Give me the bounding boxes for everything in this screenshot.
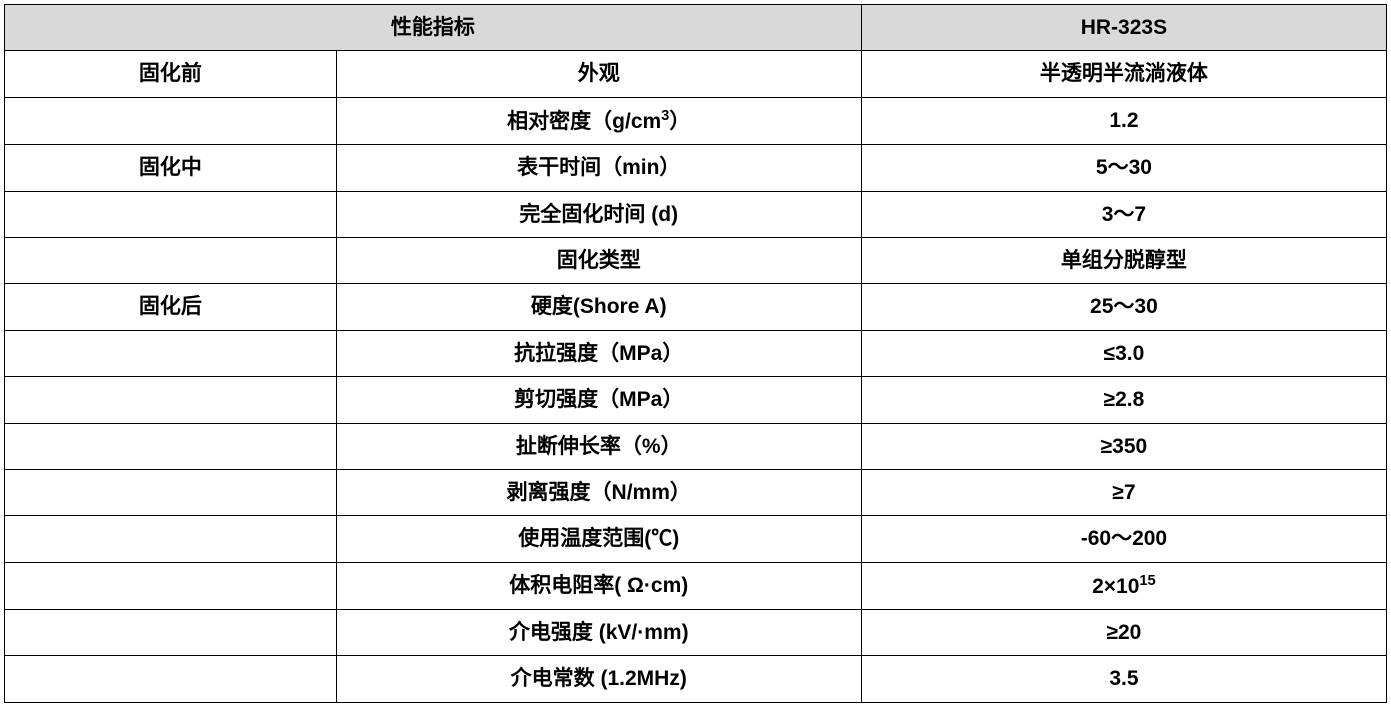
table-row: 使用温度范围(℃)-60～200 — [5, 516, 1387, 562]
cell-stage — [5, 97, 337, 144]
cell-value: ≥20 — [861, 610, 1386, 656]
cell-param: 扯断伸长率（%） — [336, 423, 861, 469]
cell-stage — [5, 562, 337, 609]
cell-param: 剥离强度（N/mm） — [336, 469, 861, 515]
cell-value: ≤3.0 — [861, 330, 1386, 376]
cell-stage — [5, 191, 337, 237]
table-row: 扯断伸长率（%）≥350 — [5, 423, 1387, 469]
cell-stage — [5, 423, 337, 469]
table-body: 固化前外观半透明半流淌液体相对密度（g/cm3）1.2固化中表干时间（min）5… — [5, 51, 1387, 702]
cell-stage — [5, 237, 337, 283]
cell-stage — [5, 330, 337, 376]
cell-param: 相对密度（g/cm3） — [336, 97, 861, 144]
table-row: 介电强度 (kV/·mm)≥20 — [5, 610, 1387, 656]
cell-value: 3～7 — [861, 191, 1386, 237]
cell-value: 5～30 — [861, 145, 1386, 191]
cell-param: 表干时间（min） — [336, 145, 861, 191]
header-param: 性能指标 — [5, 5, 862, 51]
cell-stage — [5, 469, 337, 515]
cell-stage — [5, 516, 337, 562]
table-row: 完全固化时间 (d)3～7 — [5, 191, 1387, 237]
cell-value: 1.2 — [861, 97, 1386, 144]
table-row: 相对密度（g/cm3）1.2 — [5, 97, 1387, 144]
cell-stage — [5, 610, 337, 656]
table-row: 体积电阻率( Ω·cm)2×1015 — [5, 562, 1387, 609]
cell-stage: 固化中 — [5, 145, 337, 191]
cell-stage: 固化后 — [5, 284, 337, 330]
cell-value: ≥2.8 — [861, 377, 1386, 423]
table-row: 固化中表干时间（min）5～30 — [5, 145, 1387, 191]
cell-stage: 固化前 — [5, 51, 337, 97]
cell-value: -60～200 — [861, 516, 1386, 562]
cell-param: 固化类型 — [336, 237, 861, 283]
cell-param: 介电强度 (kV/·mm) — [336, 610, 861, 656]
cell-param: 外观 — [336, 51, 861, 97]
table-row: 固化前外观半透明半流淌液体 — [5, 51, 1387, 97]
cell-param: 使用温度范围(℃) — [336, 516, 861, 562]
cell-value: 3.5 — [861, 656, 1386, 702]
table-row: 剪切强度（MPa）≥2.8 — [5, 377, 1387, 423]
cell-stage — [5, 656, 337, 702]
table-row: 固化后硬度(Shore A)25～30 — [5, 284, 1387, 330]
cell-param: 体积电阻率( Ω·cm) — [336, 562, 861, 609]
cell-value: 2×1015 — [861, 562, 1386, 609]
table-row: 剥离强度（N/mm）≥7 — [5, 469, 1387, 515]
table-row: 介电常数 (1.2MHz)3.5 — [5, 656, 1387, 702]
cell-value: ≥350 — [861, 423, 1386, 469]
cell-value: 半透明半流淌液体 — [861, 51, 1386, 97]
cell-param: 硬度(Shore A) — [336, 284, 861, 330]
cell-value: 25～30 — [861, 284, 1386, 330]
cell-param: 完全固化时间 (d) — [336, 191, 861, 237]
cell-param: 抗拉强度（MPa） — [336, 330, 861, 376]
table-header-row: 性能指标 HR-323S — [5, 5, 1387, 51]
table-row: 固化类型单组分脱醇型 — [5, 237, 1387, 283]
spec-table: 性能指标 HR-323S 固化前外观半透明半流淌液体相对密度（g/cm3）1.2… — [4, 4, 1387, 703]
header-product: HR-323S — [861, 5, 1386, 51]
cell-stage — [5, 377, 337, 423]
cell-value: 单组分脱醇型 — [861, 237, 1386, 283]
cell-value: ≥7 — [861, 469, 1386, 515]
cell-param: 剪切强度（MPa） — [336, 377, 861, 423]
cell-param: 介电常数 (1.2MHz) — [336, 656, 861, 702]
table-row: 抗拉强度（MPa）≤3.0 — [5, 330, 1387, 376]
